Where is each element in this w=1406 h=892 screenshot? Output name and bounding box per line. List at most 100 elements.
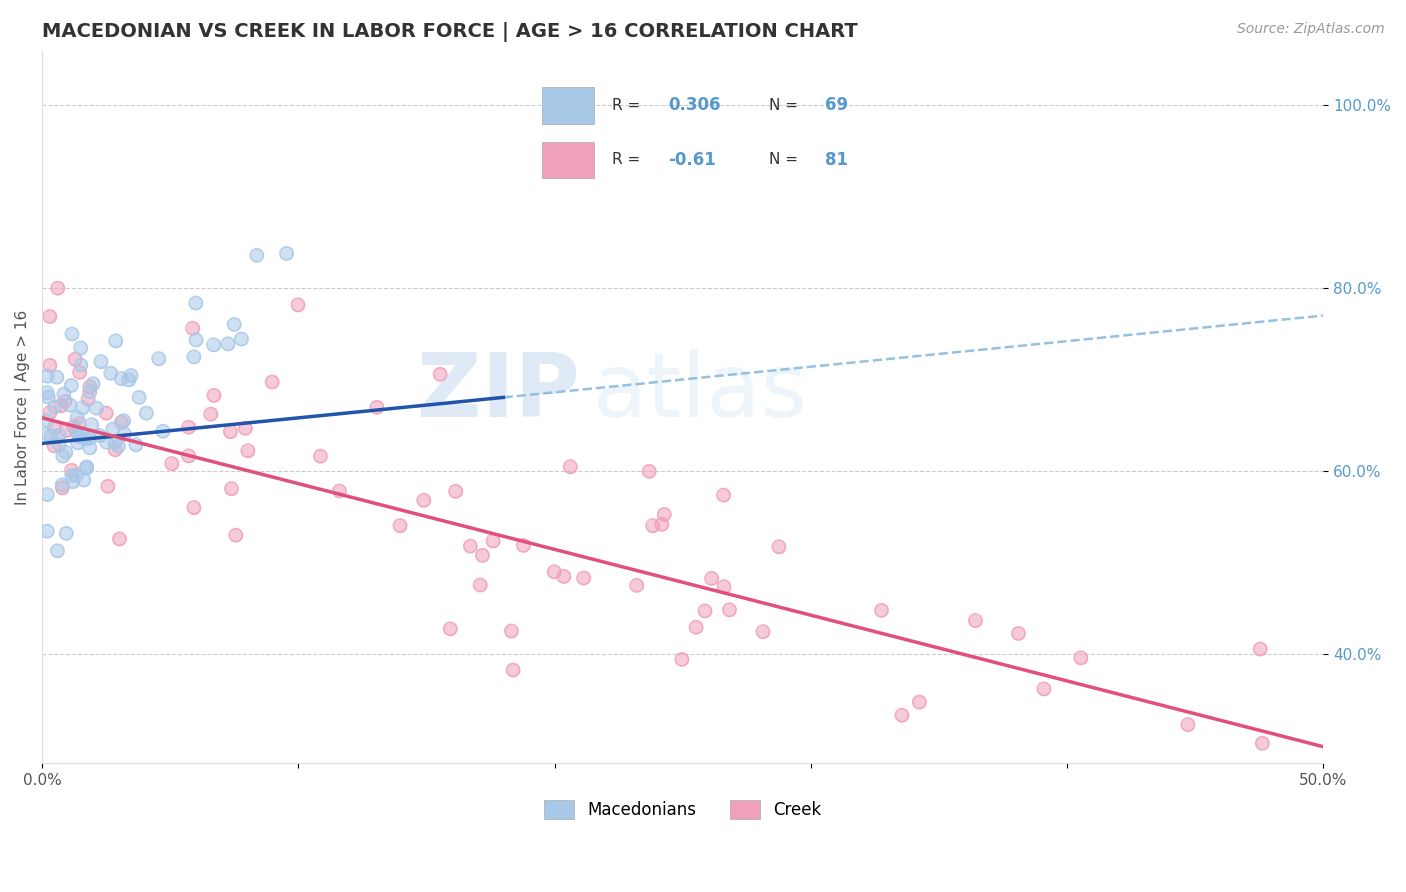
Point xyxy=(69,365,91,379)
Point xyxy=(51,481,73,495)
Point xyxy=(60,463,83,477)
Point xyxy=(183,350,205,364)
Point xyxy=(160,457,183,471)
Point xyxy=(246,248,269,262)
Point xyxy=(76,459,98,474)
Point xyxy=(79,380,101,394)
Point xyxy=(69,341,91,355)
Point xyxy=(700,571,723,585)
Point xyxy=(51,481,73,495)
Point xyxy=(55,445,77,459)
Point xyxy=(79,384,101,399)
Point xyxy=(177,449,200,463)
Point xyxy=(1070,650,1092,665)
Point xyxy=(202,338,225,352)
Point xyxy=(128,390,150,404)
Point xyxy=(965,614,987,628)
Point xyxy=(38,310,60,324)
Point xyxy=(429,368,451,382)
Point xyxy=(870,603,893,617)
Point xyxy=(55,526,77,541)
Point xyxy=(366,401,388,415)
Point xyxy=(309,449,332,463)
Point xyxy=(107,439,129,453)
Point xyxy=(1249,642,1271,657)
Point xyxy=(38,359,60,373)
Point xyxy=(200,407,222,421)
Point xyxy=(45,370,67,384)
Point xyxy=(177,420,200,434)
Point xyxy=(42,439,65,453)
Point xyxy=(44,400,66,414)
Point xyxy=(72,401,94,415)
Point xyxy=(700,571,723,585)
Point xyxy=(37,487,59,501)
Point xyxy=(870,603,893,617)
Point xyxy=(79,380,101,394)
Point xyxy=(501,624,523,638)
Point xyxy=(69,341,91,355)
Point xyxy=(152,424,174,438)
Point xyxy=(572,571,595,585)
Point xyxy=(1070,650,1092,665)
Point xyxy=(48,428,70,442)
Point xyxy=(276,246,298,260)
Point xyxy=(79,441,101,455)
Point xyxy=(104,442,127,457)
Point xyxy=(110,371,132,385)
Point xyxy=(76,461,98,475)
Point xyxy=(471,549,494,563)
Point xyxy=(184,333,207,347)
Point xyxy=(86,401,108,416)
Point xyxy=(79,384,101,399)
Point xyxy=(444,484,467,499)
Point xyxy=(366,401,388,415)
Point xyxy=(89,428,111,442)
Point xyxy=(752,624,775,639)
Point xyxy=(560,459,582,474)
Point xyxy=(1249,642,1271,657)
Point xyxy=(46,543,69,558)
Point xyxy=(82,376,104,391)
Point xyxy=(60,326,83,341)
Point xyxy=(75,432,97,446)
Point xyxy=(96,406,118,420)
Point xyxy=(1032,681,1054,696)
Point xyxy=(63,352,86,367)
Point xyxy=(328,483,350,498)
Point xyxy=(67,429,90,443)
Point xyxy=(107,439,129,453)
Point xyxy=(101,422,124,436)
Point xyxy=(389,518,412,533)
Point xyxy=(246,248,269,262)
Point xyxy=(76,461,98,475)
Point xyxy=(262,375,284,389)
Point xyxy=(890,708,912,723)
Point xyxy=(67,417,90,431)
Point xyxy=(287,298,309,312)
Point xyxy=(908,695,931,709)
Point xyxy=(389,518,412,533)
Point xyxy=(183,500,205,515)
Text: MACEDONIAN VS CREEK IN LABOR FORCE | AGE > 16 CORRELATION CHART: MACEDONIAN VS CREEK IN LABOR FORCE | AGE… xyxy=(42,22,858,42)
Point xyxy=(37,524,59,538)
Point xyxy=(49,399,72,413)
Point xyxy=(37,385,59,400)
Point xyxy=(125,438,148,452)
Point xyxy=(53,394,76,409)
Point xyxy=(60,468,83,483)
Point xyxy=(70,426,93,441)
Point xyxy=(48,437,70,451)
Point xyxy=(112,414,135,428)
Point xyxy=(148,351,170,366)
Point xyxy=(55,526,77,541)
Point xyxy=(65,468,87,483)
Point xyxy=(48,437,70,451)
Point xyxy=(219,425,242,439)
Point xyxy=(221,482,243,496)
Point xyxy=(652,508,675,522)
Point xyxy=(202,388,225,402)
Point xyxy=(183,500,205,515)
Point xyxy=(202,388,225,402)
Point xyxy=(501,624,523,638)
